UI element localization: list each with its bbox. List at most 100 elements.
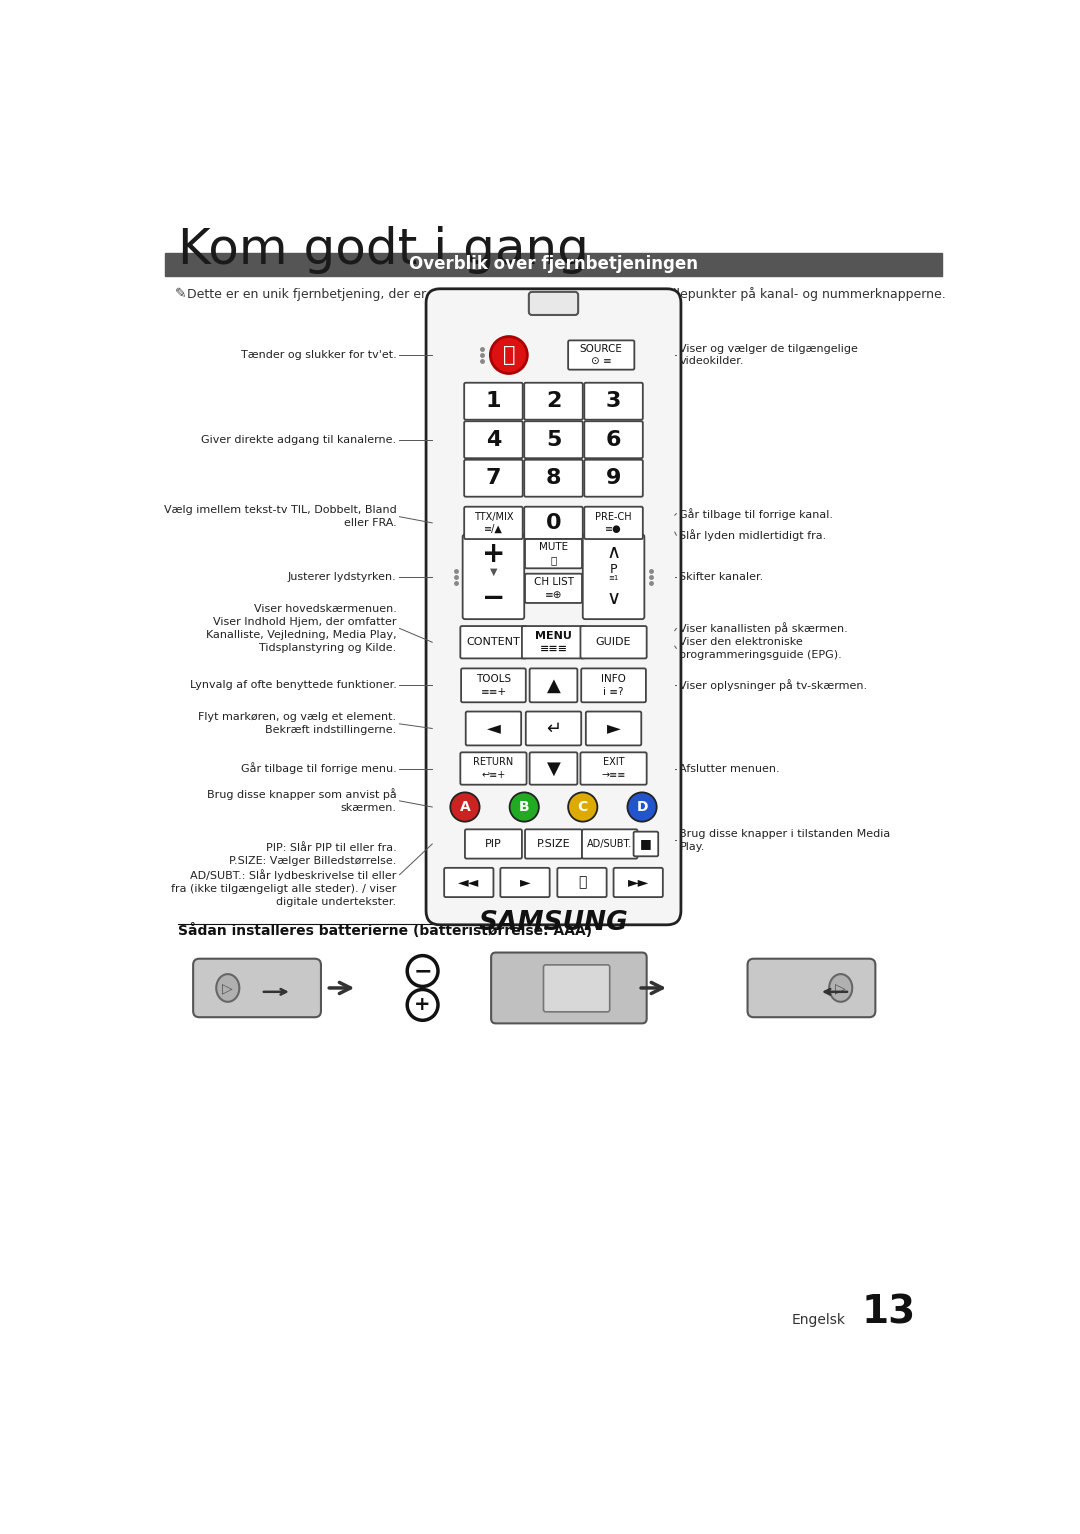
Text: Overblik over fjernbetjeningen: Overblik over fjernbetjeningen <box>409 255 698 273</box>
FancyBboxPatch shape <box>461 669 526 703</box>
Text: B: B <box>518 801 529 815</box>
FancyBboxPatch shape <box>584 422 643 459</box>
Text: PRE-CH
≡●: PRE-CH ≡● <box>595 512 632 534</box>
Text: 6: 6 <box>606 430 621 449</box>
Text: AD/SUBT.: AD/SUBT. <box>588 839 632 848</box>
Text: ∧: ∧ <box>607 543 621 561</box>
FancyBboxPatch shape <box>557 868 607 897</box>
Text: Brug disse knapper i tilstanden Media
Play.: Brug disse knapper i tilstanden Media Pl… <box>679 828 891 851</box>
Text: −: − <box>482 584 505 612</box>
FancyBboxPatch shape <box>465 830 522 859</box>
Text: TOOLS
≡≡+: TOOLS ≡≡+ <box>476 673 511 696</box>
Circle shape <box>568 793 597 822</box>
Text: +: + <box>482 540 505 568</box>
FancyBboxPatch shape <box>522 626 585 658</box>
FancyBboxPatch shape <box>580 752 647 785</box>
FancyBboxPatch shape <box>524 384 583 420</box>
FancyBboxPatch shape <box>526 712 581 746</box>
FancyBboxPatch shape <box>427 288 680 925</box>
Text: −: − <box>414 960 432 982</box>
FancyBboxPatch shape <box>543 965 610 1012</box>
Text: Viser og vælger de tilgængelige
videokilder.: Viser og vælger de tilgængelige videokil… <box>679 344 859 367</box>
Text: Slår lyden midlertidigt fra.: Slår lyden midlertidigt fra. <box>679 529 826 542</box>
FancyBboxPatch shape <box>491 953 647 1023</box>
Text: ≡1: ≡1 <box>608 575 619 581</box>
FancyBboxPatch shape <box>584 460 643 497</box>
FancyBboxPatch shape <box>585 712 642 746</box>
FancyBboxPatch shape <box>524 506 583 538</box>
Ellipse shape <box>829 974 852 1002</box>
Text: ◄: ◄ <box>486 719 500 738</box>
Text: ■: ■ <box>640 838 651 850</box>
Text: Lynvalg af ofte benyttede funktioner.: Lynvalg af ofte benyttede funktioner. <box>190 681 396 690</box>
Text: Tænder og slukker for tv'et.: Tænder og slukker for tv'et. <box>241 350 396 360</box>
FancyBboxPatch shape <box>583 534 645 620</box>
Text: ►: ► <box>519 876 530 890</box>
Circle shape <box>627 793 657 822</box>
Text: 0: 0 <box>545 512 562 532</box>
Circle shape <box>510 793 539 822</box>
Text: Giver direkte adgang til kanalerne.: Giver direkte adgang til kanalerne. <box>201 434 396 445</box>
Text: D: D <box>636 801 648 815</box>
Text: 3: 3 <box>606 391 621 411</box>
Text: INFO
i ≡?: INFO i ≡? <box>602 673 626 696</box>
FancyBboxPatch shape <box>444 868 494 897</box>
Text: ▲: ▲ <box>546 676 561 695</box>
Text: Går tilbage til forrige menu.: Går tilbage til forrige menu. <box>241 762 396 775</box>
Text: Skifter kanaler.: Skifter kanaler. <box>679 572 764 581</box>
Text: 2: 2 <box>545 391 562 411</box>
Text: ∨: ∨ <box>607 589 621 607</box>
FancyBboxPatch shape <box>524 460 583 497</box>
FancyBboxPatch shape <box>582 830 637 859</box>
FancyBboxPatch shape <box>529 752 578 785</box>
Text: MENU
≡≡≡: MENU ≡≡≡ <box>535 630 572 653</box>
Circle shape <box>450 793 480 822</box>
FancyBboxPatch shape <box>464 384 523 420</box>
FancyBboxPatch shape <box>524 422 583 459</box>
FancyBboxPatch shape <box>529 669 578 703</box>
FancyBboxPatch shape <box>500 868 550 897</box>
Text: 9: 9 <box>606 468 621 488</box>
Text: PIP: PIP <box>485 839 502 848</box>
FancyBboxPatch shape <box>525 574 582 603</box>
FancyBboxPatch shape <box>581 669 646 703</box>
FancyBboxPatch shape <box>464 506 523 538</box>
Text: ⏻: ⏻ <box>502 345 515 365</box>
Bar <box>164 253 943 276</box>
Text: 8: 8 <box>545 468 562 488</box>
Text: Går tilbage til forrige kanal.: Går tilbage til forrige kanal. <box>679 508 834 520</box>
Text: CH LIST
≡⊕: CH LIST ≡⊕ <box>534 577 573 600</box>
Text: ⏸: ⏸ <box>578 876 586 890</box>
Text: SAMSUNG: SAMSUNG <box>478 910 629 936</box>
Text: EXIT
→≡≡: EXIT →≡≡ <box>602 758 625 779</box>
Circle shape <box>407 989 438 1020</box>
Text: Dette er en unik fjernbetjening, der er designet til synshæmmede og har braillep: Dette er en unik fjernbetjening, der er … <box>187 287 946 301</box>
FancyBboxPatch shape <box>460 626 527 658</box>
Text: GUIDE: GUIDE <box>596 637 632 647</box>
FancyBboxPatch shape <box>580 626 647 658</box>
Text: Engelsk: Engelsk <box>792 1313 846 1327</box>
Text: Afslutter menuen.: Afslutter menuen. <box>679 764 780 773</box>
FancyBboxPatch shape <box>464 422 523 459</box>
Text: Kom godt i gang: Kom godt i gang <box>178 225 589 273</box>
Text: P: P <box>610 563 618 575</box>
FancyBboxPatch shape <box>193 959 321 1017</box>
Text: Vælg imellem tekst-tv TIL, Dobbelt, Bland
eller FRA.: Vælg imellem tekst-tv TIL, Dobbelt, Blan… <box>164 505 396 528</box>
Text: Flyt markøren, og vælg et element.
Bekræft indstillingerne.: Flyt markøren, og vælg et element. Bekræ… <box>199 712 396 735</box>
Text: Sådan installeres batterierne (batteristørrelse: AAA): Sådan installeres batterierne (batterist… <box>178 922 592 937</box>
Text: ✎: ✎ <box>175 287 186 301</box>
Circle shape <box>490 336 527 373</box>
Text: 4: 4 <box>486 430 501 449</box>
FancyBboxPatch shape <box>613 868 663 897</box>
Text: ►►: ►► <box>627 876 649 890</box>
FancyBboxPatch shape <box>584 506 643 538</box>
Text: Viser hovedskærmenuen.
Viser Indhold Hjem, der omfatter
Kanalliste, Vejledning, : Viser hovedskærmenuen. Viser Indhold Hje… <box>206 604 396 652</box>
Text: 1: 1 <box>486 391 501 411</box>
Text: 13: 13 <box>861 1293 916 1332</box>
Text: +: + <box>415 996 431 1014</box>
Text: C: C <box>578 801 588 815</box>
Text: MUTE
🔇: MUTE 🔇 <box>539 543 568 565</box>
Text: 7: 7 <box>486 468 501 488</box>
Text: ◄◄: ◄◄ <box>458 876 480 890</box>
Text: ►: ► <box>607 719 621 738</box>
